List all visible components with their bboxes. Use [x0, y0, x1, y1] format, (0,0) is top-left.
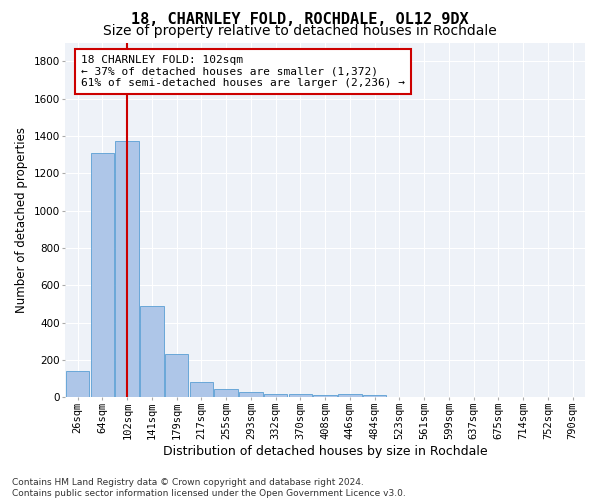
Bar	[66, 371, 89, 398]
X-axis label: Distribution of detached houses by size in Rochdale: Distribution of detached houses by size …	[163, 444, 487, 458]
Bar	[264, 394, 287, 398]
Text: Contains HM Land Registry data © Crown copyright and database right 2024.
Contai: Contains HM Land Registry data © Crown c…	[12, 478, 406, 498]
Bar	[239, 392, 263, 398]
Bar	[313, 396, 337, 398]
Bar	[91, 152, 114, 398]
Y-axis label: Number of detached properties: Number of detached properties	[15, 127, 28, 313]
Bar	[338, 394, 362, 398]
Bar	[165, 354, 188, 398]
Bar	[363, 396, 386, 398]
Bar	[140, 306, 164, 398]
Bar	[190, 382, 213, 398]
Bar	[115, 142, 139, 398]
Text: Size of property relative to detached houses in Rochdale: Size of property relative to detached ho…	[103, 24, 497, 38]
Bar	[214, 389, 238, 398]
Text: 18 CHARNLEY FOLD: 102sqm
← 37% of detached houses are smaller (1,372)
61% of sem: 18 CHARNLEY FOLD: 102sqm ← 37% of detach…	[81, 55, 405, 88]
Text: 18, CHARNLEY FOLD, ROCHDALE, OL12 9DX: 18, CHARNLEY FOLD, ROCHDALE, OL12 9DX	[131, 12, 469, 28]
Bar	[289, 394, 312, 398]
